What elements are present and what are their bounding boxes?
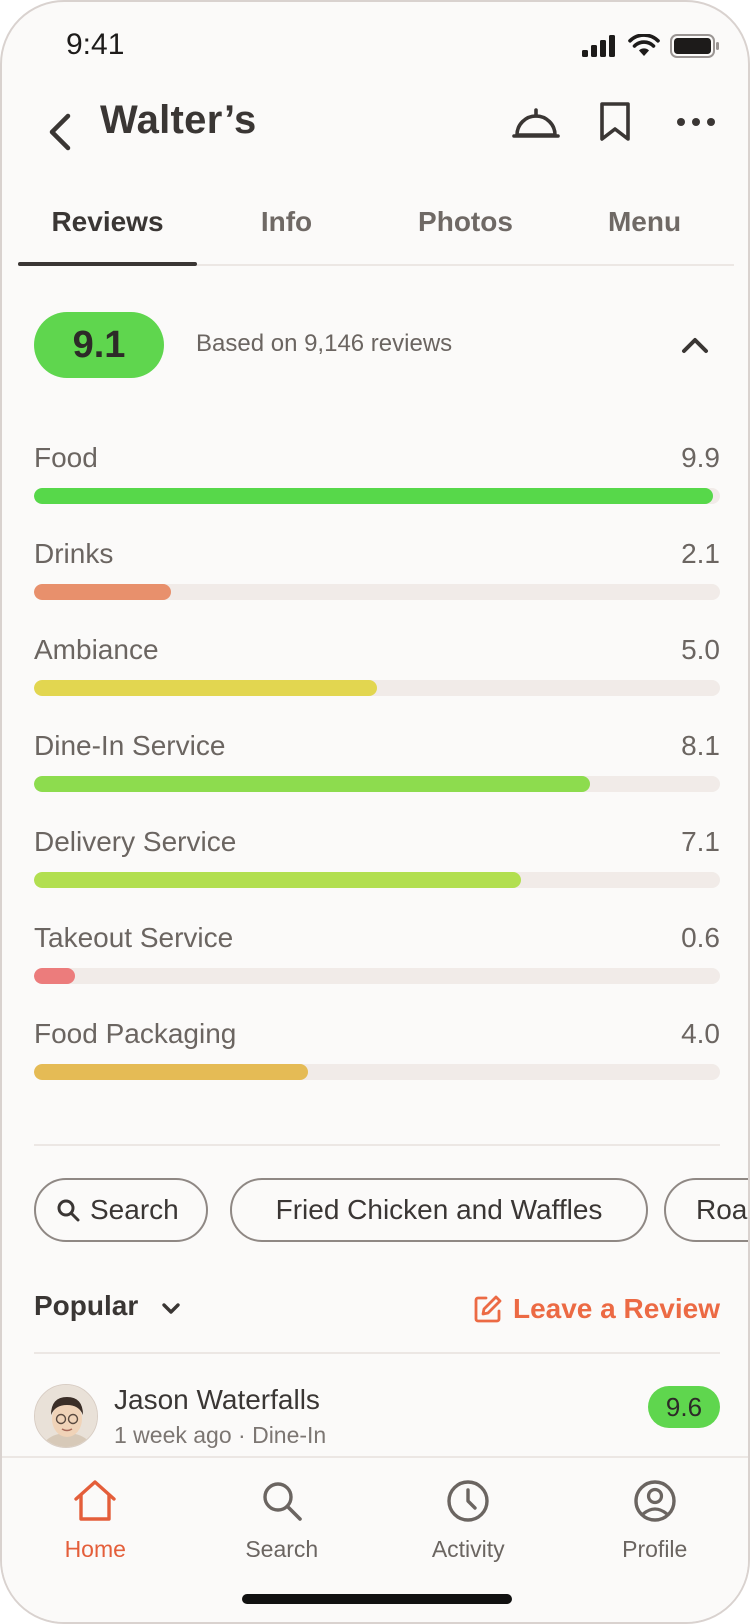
rating-bar-fill [34,680,377,696]
tabbar-search[interactable]: Search [189,1458,376,1622]
sort-row: Popular Leave a Review [34,1284,720,1334]
rating-breakdown: Food 9.9 Drinks 2.1 Ambiance 5.0 Dine-In… [34,438,720,1110]
rating-label: Food Packaging [34,1018,237,1049]
rating-label: Food [34,442,98,473]
chevron-left-icon [49,113,71,151]
search-icon [257,1476,307,1526]
more-button[interactable] [668,92,724,152]
rating-bar-fill [34,872,522,888]
tab-photos[interactable]: Photos [418,206,513,237]
rating-value: 0.6 [681,922,720,953]
rating-value: 2.1 [681,538,720,569]
tab-info[interactable]: Info [260,206,313,237]
rating-bar-fill [34,968,76,984]
more-icon [677,118,715,126]
review-score-badge: 9.6 [648,1386,720,1428]
rating-bar-track [34,1064,720,1080]
rating-bar-fill [34,584,172,600]
rating-bar-track [34,968,720,984]
rating-row-delivery-service: Delivery Service 7.1 [34,822,720,918]
review-item[interactable]: Jason Waterfalls 1 week ago · Dine-In 9.… [34,1384,720,1454]
rating-bar-track [34,872,720,888]
search-icon [57,1199,80,1222]
section-divider [34,1144,720,1146]
sort-label: Popular [34,1290,139,1321]
tabbar-label: Search [245,1536,319,1562]
rating-bar-track [34,776,720,792]
chevron-up-icon [682,338,708,353]
rating-row-takeout-service: Takeout Service 0.6 [34,918,720,1014]
tab-reviews[interactable]: Reviews [18,192,197,266]
home-indicator [242,1594,512,1604]
edit-icon [474,1295,502,1323]
leave-review-button[interactable]: Leave a Review [473,1284,720,1334]
tabbar-label: Home [64,1536,126,1562]
rating-bar-track [34,584,720,600]
status-bar: 9:41 [2,2,748,92]
bookmark-icon [600,102,630,141]
tabbar-label: Profile [622,1536,688,1562]
overall-score-badge: 9.1 [34,312,164,378]
rating-label: Ambiance [34,634,159,665]
rating-row-ambiance: Ambiance 5.0 [34,630,720,726]
chip-label: Roast [696,1194,748,1225]
rating-label: Takeout Service [34,922,234,953]
bookmark-button[interactable] [587,92,643,152]
rating-value: 9.9 [681,442,720,473]
wifi-icon [628,34,660,56]
battery-icon [670,34,719,58]
rating-row-dine-in-service: Dine-In Service 8.1 [34,726,720,822]
rating-value: 8.1 [681,730,720,761]
rating-bar-fill [34,776,590,792]
section-tabs: Reviews Info Photos Menu [18,192,734,266]
rating-bar-fill [34,1064,309,1080]
header: Walter’s [2,92,748,192]
rating-bar-track [34,488,720,504]
rating-value: 7.1 [681,826,720,857]
avatar [34,1384,98,1448]
search-chip[interactable]: Search [34,1178,208,1242]
section-divider [34,1352,720,1354]
cellular-signal-icon [582,35,615,57]
home-icon [70,1476,120,1526]
rating-value: 5.0 [681,634,720,665]
leave-review-label: Leave a Review [512,1293,720,1324]
profile-icon [630,1476,680,1526]
tabbar-profile[interactable]: Profile [562,1458,749,1622]
rating-row-food-packaging: Food Packaging 4.0 [34,1014,720,1110]
rating-label: Delivery Service [34,826,237,857]
tabbar-activity[interactable]: Activity [375,1458,562,1622]
cloche-icon [512,108,560,138]
rating-bar-track [34,680,720,696]
tabbar-label: Activity [431,1536,505,1562]
filter-chip[interactable]: Fried Chicken and Waffles [230,1178,648,1242]
status-icons [582,34,720,58]
tab-menu[interactable]: Menu [607,206,682,237]
tabbar-home[interactable]: Home [2,1458,189,1622]
rating-label: Drinks [34,538,114,569]
clock-icon [443,1476,493,1526]
rating-bar-fill [34,488,714,504]
chevron-down-icon [156,1294,186,1324]
status-time: 9:41 [66,28,125,61]
chip-label: Fried Chicken and Waffles [275,1194,603,1225]
rating-row-food: Food 9.9 [34,438,720,534]
bottom-tab-bar: Home Search Activity [2,1456,749,1622]
review-count-text: Based on 9,146 reviews [196,330,453,357]
page-title: Walter’s [100,98,257,142]
reviewer-name: Jason Waterfalls [114,1384,320,1415]
rating-value: 4.0 [681,1018,720,1049]
review-meta: 1 week ago · Dine-In [114,1422,327,1448]
rating-row-drinks: Drinks 2.1 [34,534,720,630]
collapse-ratings-button[interactable] [670,320,720,370]
rating-label: Dine-In Service [34,730,226,761]
order-button[interactable] [508,92,564,152]
back-button[interactable] [38,102,82,162]
chip-label: Search [90,1194,179,1225]
filter-chip[interactable]: Roast [664,1178,748,1242]
rating-summary: 9.1 Based on 9,146 reviews [34,312,720,378]
